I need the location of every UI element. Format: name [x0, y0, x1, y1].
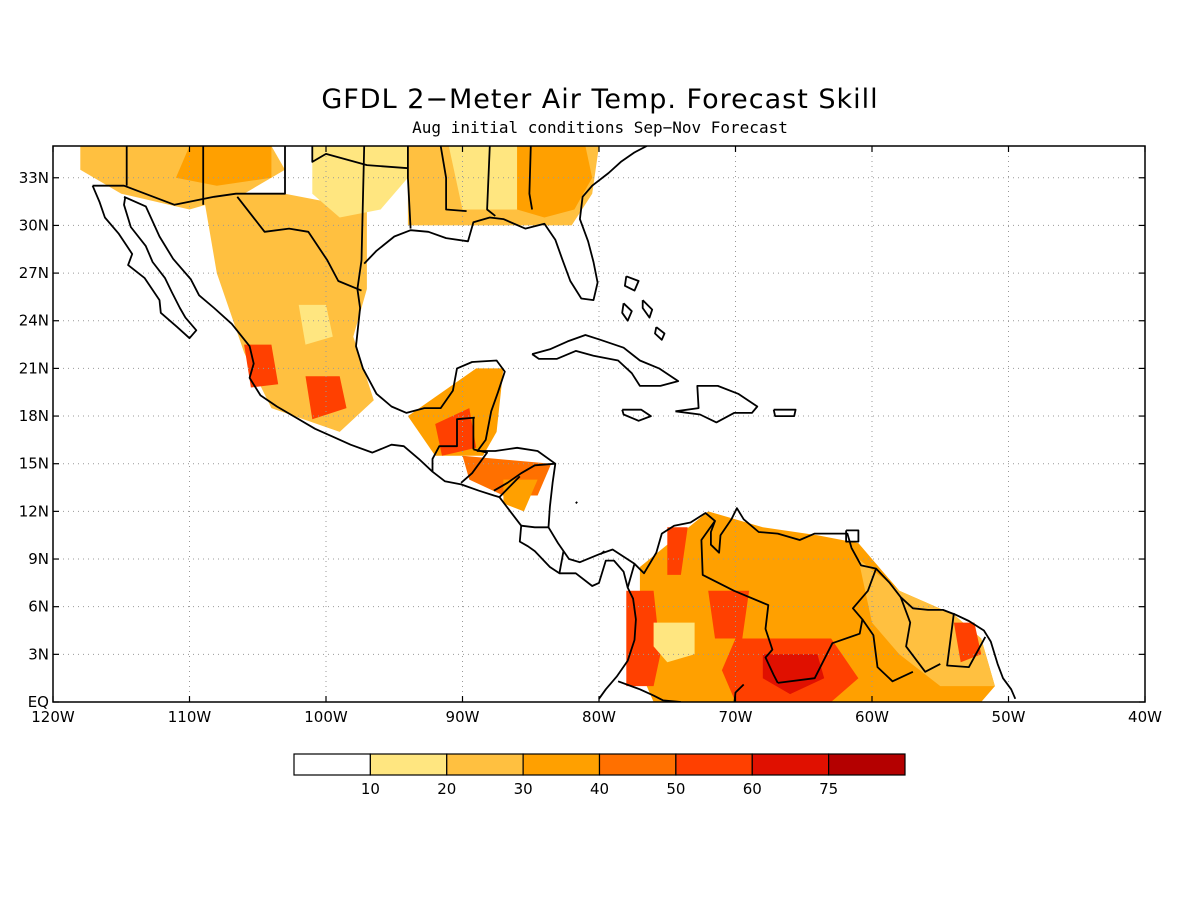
- coastline-11: [641, 299, 654, 319]
- lon-tick-label: 40W: [1128, 708, 1162, 726]
- coastline-24: [460, 448, 489, 484]
- skill-region-1: [175, 146, 272, 186]
- coastline-6: [621, 408, 652, 422]
- coastline-9: [624, 275, 640, 292]
- coastline-21: [236, 196, 362, 292]
- coastline-8: [845, 529, 860, 543]
- lat-tick-label: 12N: [19, 502, 49, 520]
- legend-swatch-7: [828, 753, 906, 776]
- coastline-12: [654, 326, 666, 341]
- skill-region-3: [298, 304, 333, 345]
- coastline-17: [311, 146, 408, 170]
- legend-label: 50: [666, 780, 685, 798]
- lat-tick-label: 30N: [19, 216, 49, 234]
- coastline-35: [733, 683, 745, 702]
- coastline-4: [531, 334, 680, 387]
- legend-label: 60: [743, 780, 762, 798]
- coastline-34: [946, 612, 987, 668]
- coastline-32: [861, 618, 914, 683]
- map-subtitle: Aug initial conditions Sep−Nov Forecast: [412, 118, 788, 137]
- lat-tick-label: 21N: [19, 359, 49, 377]
- lon-tick-label: 90W: [446, 708, 480, 726]
- coastline-13: [486, 146, 496, 217]
- lat-tick-label: 15N: [19, 455, 49, 473]
- legend-swatch-1: [369, 753, 448, 776]
- lat-tick-label: 3N: [28, 645, 49, 663]
- skill-region-17: [667, 527, 688, 575]
- legend-label: 10: [361, 780, 380, 798]
- skill-region-22: [953, 622, 982, 663]
- skill-region-6: [312, 146, 408, 218]
- skill-region-18: [708, 590, 750, 639]
- skill-region-11: [435, 408, 477, 456]
- skill-region-8: [448, 146, 518, 210]
- legend-swatch-6: [751, 753, 830, 776]
- legend-swatch-4: [598, 753, 677, 776]
- coastline-5: [675, 384, 759, 424]
- legend-swatch-5: [675, 753, 753, 776]
- map-title: GFDL 2−Meter Air Temp. Forecast Skill: [321, 84, 879, 115]
- skill-region-9: [517, 146, 593, 218]
- coastline-31: [777, 568, 877, 684]
- coastlines: [91, 146, 1017, 702]
- lon-tick-label: 110W: [168, 708, 212, 726]
- skill-region-21: [653, 622, 695, 663]
- skill-region-5: [305, 376, 347, 420]
- coastline-30: [700, 520, 779, 684]
- skill-region-10: [407, 368, 504, 456]
- legend-swatch-0: [293, 753, 371, 776]
- coastline-28: [558, 550, 565, 574]
- lat-lon-grid: [53, 146, 1145, 702]
- lon-tick-label: 80W: [582, 708, 616, 726]
- lon-tick-label: 120W: [31, 708, 75, 726]
- lat-tick-label: EQ: [28, 693, 49, 711]
- coastline-26: [498, 475, 521, 498]
- coastline-36: [617, 680, 681, 702]
- skill-region-13: [503, 479, 538, 512]
- coastline-38: [599, 550, 606, 556]
- coastline-22: [431, 416, 475, 472]
- coastline-2: [355, 146, 1017, 700]
- lat-tick-label: 27N: [19, 264, 49, 282]
- coastline-15: [528, 146, 533, 210]
- legend-label: 75: [819, 780, 838, 798]
- coastline-33: [899, 596, 941, 673]
- coastline-18: [92, 146, 286, 206]
- color-legend: 10 20 30 40 50 60 75: [293, 753, 906, 798]
- lon-tick-label: 70W: [719, 708, 753, 726]
- lat-tick-label: 24N: [19, 312, 49, 330]
- map-axes: 120W 110W 100W 90W 80W 70W 60W 50W 40W EQ 3N 6N 9N 12…: [19, 146, 1162, 726]
- lon-tick-label: 100W: [304, 708, 348, 726]
- legend-label: 20: [437, 780, 456, 798]
- lat-tick-label: 9N: [28, 550, 49, 568]
- skill-shading: [80, 146, 995, 702]
- coastline-1: [123, 195, 637, 700]
- coastline-25: [493, 462, 556, 492]
- lat-tick-label: 6N: [28, 598, 49, 616]
- coastline-3: [363, 146, 648, 302]
- legend-label: 40: [590, 780, 609, 798]
- coastline-16: [406, 146, 412, 229]
- lat-tick-label: 18N: [19, 407, 49, 425]
- coastline-27: [521, 524, 549, 529]
- coastline-7: [772, 408, 797, 418]
- legend-label: 30: [514, 780, 533, 798]
- coastline-37: [575, 501, 578, 504]
- legend-swatch-3: [522, 753, 601, 776]
- coastline-29: [626, 563, 636, 588]
- skill-region-20: [762, 654, 825, 695]
- legend-swatch-2: [446, 753, 524, 776]
- coastline-14: [439, 146, 467, 212]
- coastline-0: [91, 185, 198, 340]
- lon-tick-label: 60W: [855, 708, 889, 726]
- lon-tick-label: 50W: [992, 708, 1026, 726]
- coastline-10: [621, 302, 633, 322]
- skill-region-2: [203, 193, 374, 432]
- lat-tick-label: 33N: [19, 169, 49, 187]
